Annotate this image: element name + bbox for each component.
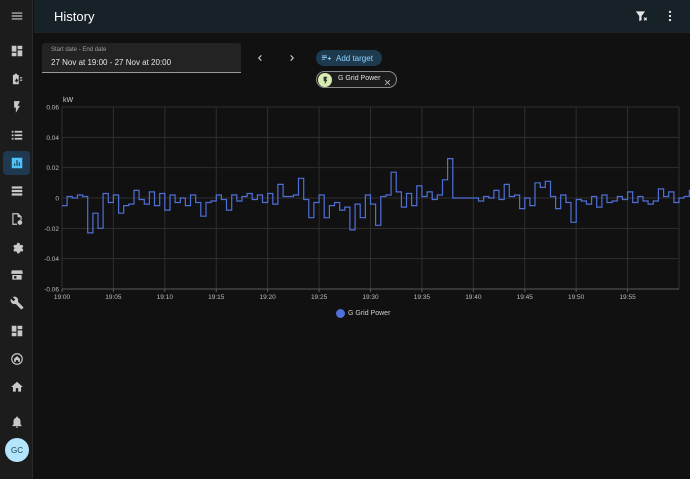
chevron-right-icon xyxy=(290,55,294,61)
sidebar-item-file-editor[interactable] xyxy=(3,207,30,231)
x-tick-label: 19:20 xyxy=(260,294,277,301)
lightning-icon xyxy=(323,76,327,84)
y-tick-label: 0 xyxy=(55,196,59,203)
target-chip-grid-power[interactable]: G Grid Power xyxy=(316,71,397,88)
list-icon xyxy=(11,130,22,140)
sidebar-item-power[interactable] xyxy=(3,95,30,119)
sidebar-item-history[interactable] xyxy=(3,151,30,175)
chevron-left-icon xyxy=(258,55,262,61)
date-range-picker[interactable]: Start date - End date 27 Nov at 19:00 - … xyxy=(42,43,241,73)
add-target-label: Add target xyxy=(336,53,373,63)
chip-remove-button[interactable] xyxy=(383,74,393,86)
sidebar-item-home[interactable] xyxy=(3,375,30,399)
y-axis-unit-label: kW xyxy=(63,97,74,104)
close-icon xyxy=(384,79,391,86)
x-tick-label: 19:55 xyxy=(619,294,636,301)
file-cog-icon xyxy=(11,213,22,225)
media-icon xyxy=(11,186,22,196)
sidebar-item-logbook[interactable] xyxy=(3,123,30,147)
cog-icon xyxy=(12,242,23,254)
bell-icon xyxy=(11,416,22,428)
sidebar-item-notifications[interactable] xyxy=(3,410,30,434)
x-tick-label: 19:10 xyxy=(157,294,174,301)
x-tick-label: 19:35 xyxy=(414,294,431,301)
menu-icon xyxy=(11,12,22,20)
sidebar-item-home-circle[interactable] xyxy=(3,347,30,371)
sidebar-item-overview[interactable] xyxy=(3,39,30,63)
playlist-plus-icon xyxy=(321,55,331,61)
x-tick-label: 19:45 xyxy=(517,294,534,301)
lightning-icon xyxy=(13,101,20,113)
sidebar-item-media[interactable] xyxy=(3,179,30,203)
x-tick-label: 19:00 xyxy=(54,294,71,301)
dashboard-icon xyxy=(11,45,22,57)
store-icon xyxy=(10,270,23,280)
chart-box-icon xyxy=(11,157,22,169)
add-target-button[interactable]: Add target xyxy=(316,50,382,66)
date-range-label: Start date - End date xyxy=(51,47,107,53)
previous-period-button[interactable] xyxy=(253,51,267,65)
x-tick-label: 19:05 xyxy=(105,294,122,301)
legend-swatch xyxy=(336,309,345,318)
dashboard-icon xyxy=(11,325,22,337)
x-tick-label: 19:40 xyxy=(465,294,482,301)
filter-remove-button[interactable] xyxy=(634,9,648,23)
date-range-value: 27 Nov at 19:00 - 27 Nov at 20:00 xyxy=(51,58,172,67)
y-tick-label: 0.04 xyxy=(46,135,59,142)
overflow-menu-button[interactable] xyxy=(663,9,677,23)
dots-vertical-icon xyxy=(668,10,672,22)
chart-legend[interactable]: G Grid Power xyxy=(336,309,390,318)
x-tick-label: 19:30 xyxy=(362,294,379,301)
series-line-grid-power xyxy=(62,158,690,234)
menu-button[interactable] xyxy=(3,4,30,28)
sidebar-item-store[interactable] xyxy=(3,263,30,287)
x-tick-label: 19:25 xyxy=(311,294,328,301)
y-tick-label: -0.02 xyxy=(44,226,59,233)
chip-label: G Grid Power xyxy=(338,75,381,82)
y-tick-label: 0.06 xyxy=(46,105,59,112)
sidebar-item-developer-tools[interactable] xyxy=(3,291,30,315)
next-period-button[interactable] xyxy=(285,51,299,65)
battery-charging-icon xyxy=(12,73,22,85)
filter-remove-icon xyxy=(635,11,648,22)
x-tick-label: 19:50 xyxy=(568,294,585,301)
chip-avatar xyxy=(318,73,332,87)
top-app-bar: History xyxy=(34,0,690,33)
y-tick-label: -0.06 xyxy=(44,287,59,294)
y-tick-label: 0.02 xyxy=(46,165,59,172)
y-tick-label: -0.04 xyxy=(44,256,59,263)
home-circle-icon xyxy=(10,353,23,365)
legend-label: G Grid Power xyxy=(348,310,391,317)
x-tick-label: 19:15 xyxy=(208,294,225,301)
wrench-icon xyxy=(10,296,23,310)
avatar[interactable]: GC xyxy=(5,438,29,462)
sidebar-item-dashboard[interactable] xyxy=(3,319,30,343)
sidebar-item-settings[interactable] xyxy=(3,235,30,259)
sidebar-item-energy[interactable] xyxy=(3,67,30,91)
home-icon xyxy=(10,381,23,392)
page-title: History xyxy=(54,9,95,24)
sidebar: GC xyxy=(0,0,33,479)
